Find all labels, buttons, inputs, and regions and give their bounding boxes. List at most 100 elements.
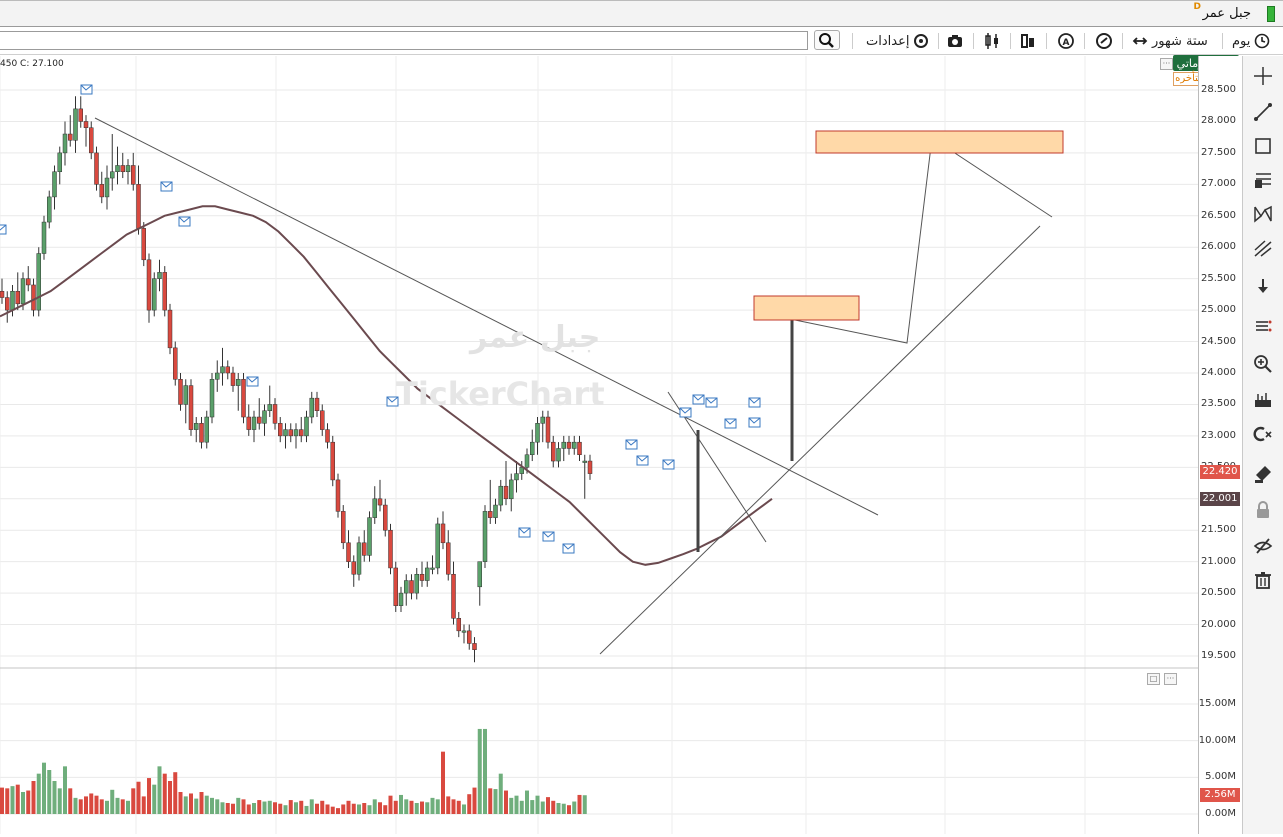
volume-bar xyxy=(383,805,388,814)
toolbar-separator xyxy=(938,33,939,49)
window-title: جبل عمر xyxy=(1202,6,1251,21)
candle-body xyxy=(162,272,167,311)
screenshot-button[interactable] xyxy=(946,31,964,51)
pane-options-button[interactable]: ··· xyxy=(1160,58,1173,70)
period-selector[interactable]: ستة شهور xyxy=(1132,31,1208,51)
volume-bar xyxy=(225,803,230,814)
window-status-indicator[interactable] xyxy=(1267,6,1275,22)
trash-icon xyxy=(1255,572,1271,589)
clock-icon xyxy=(1255,33,1270,49)
candle-body xyxy=(372,498,377,518)
candle-body xyxy=(194,423,199,430)
candle-body xyxy=(556,448,561,462)
compare-button[interactable] xyxy=(983,31,1001,51)
volume-bar xyxy=(567,805,571,814)
last-price-tag: 22.420 xyxy=(1200,465,1240,479)
news-marker-flap xyxy=(724,418,737,425)
price-axis[interactable]: 28.500 28.000 27.500 27.000 26.500 26.000 25.5… xyxy=(1198,56,1242,834)
search-button[interactable] xyxy=(814,30,840,50)
uptrend-line xyxy=(599,225,1041,655)
candle-body xyxy=(173,347,178,380)
volume-bar xyxy=(346,800,351,814)
volume-bar xyxy=(110,789,115,814)
candle-body xyxy=(73,108,78,141)
arrow-tool[interactable] xyxy=(1251,274,1275,298)
crosshair-tool[interactable] xyxy=(1251,64,1275,88)
last-volume-tag: 2.56M xyxy=(1200,788,1240,802)
price-chart[interactable] xyxy=(0,56,1198,834)
volume-bar xyxy=(372,799,377,814)
gauge-icon xyxy=(1096,33,1112,49)
candle-body xyxy=(351,561,356,575)
title-bar: D جبل عمر xyxy=(0,0,1283,27)
volume-bar xyxy=(399,794,403,814)
bar-chart-icon xyxy=(1021,34,1034,48)
volume-bar xyxy=(546,797,550,814)
zoom-tool[interactable] xyxy=(1251,352,1275,376)
candle-body xyxy=(414,573,419,594)
volume-bar xyxy=(556,803,561,814)
target-zone-upper xyxy=(815,130,1064,154)
volume-bar xyxy=(257,800,262,814)
delete-tool[interactable] xyxy=(1251,568,1275,592)
candle-body xyxy=(104,177,110,198)
news-marker-flap xyxy=(748,397,761,404)
candle-body xyxy=(430,567,435,570)
volume-bar xyxy=(10,786,15,814)
candle-body xyxy=(94,152,99,185)
settings-button[interactable]: إعدادات xyxy=(866,31,929,51)
expand-arrows-icon xyxy=(1132,37,1148,45)
candle-body xyxy=(152,278,157,311)
auto-scale-button[interactable]: A xyxy=(1057,31,1075,51)
candle-body xyxy=(83,121,89,128)
news-marker-flap xyxy=(679,407,692,414)
fibonacci-tool[interactable] xyxy=(1251,168,1275,192)
candle-body xyxy=(446,542,451,575)
speedometer-button[interactable] xyxy=(1095,31,1113,51)
news-marker-flap xyxy=(542,531,555,538)
volume-pane-options-button[interactable]: ··· xyxy=(1164,673,1177,685)
maximize-pane-button[interactable]: □ xyxy=(1147,673,1160,685)
candle-body xyxy=(530,441,535,456)
rectangle-tool[interactable] xyxy=(1251,134,1275,158)
candle-body xyxy=(330,441,335,481)
candle-body xyxy=(157,272,162,279)
volume-bar xyxy=(309,799,314,814)
drawing-toolbox xyxy=(1242,56,1283,834)
news-marker-flap xyxy=(80,84,93,91)
candle-body xyxy=(346,542,351,562)
candle-body xyxy=(572,441,577,449)
symbol-search-input[interactable] xyxy=(0,31,808,50)
trendline-tool[interactable] xyxy=(1251,100,1275,124)
auto-icon: A xyxy=(1058,33,1074,49)
volume-bar xyxy=(572,801,577,814)
candle-body xyxy=(545,416,551,443)
magnet-tool[interactable] xyxy=(1251,462,1275,486)
lock-tool[interactable] xyxy=(1251,498,1275,522)
volume-bar xyxy=(304,805,309,814)
measure-tool[interactable] xyxy=(1251,388,1275,412)
volume-bar xyxy=(414,803,419,814)
candle-body xyxy=(540,416,545,424)
candle-body xyxy=(577,441,582,456)
interval-selector[interactable]: يوم xyxy=(1232,31,1270,51)
news-marker-flap xyxy=(160,181,173,188)
candle-body xyxy=(356,542,362,575)
candle-body xyxy=(367,517,372,556)
chart-area[interactable] xyxy=(0,56,1198,834)
volume-bar xyxy=(36,773,41,814)
clear-drawings-tool[interactable] xyxy=(1251,422,1275,446)
volume-bar xyxy=(189,793,193,814)
volume-bar xyxy=(15,784,20,814)
pattern-tool[interactable] xyxy=(1251,202,1275,226)
pitchfork-tool[interactable] xyxy=(1251,236,1275,260)
candle-body xyxy=(20,278,26,305)
chart-type-button[interactable] xyxy=(1019,31,1037,51)
volume-bar xyxy=(42,762,46,814)
price-axis-label: 20.000 xyxy=(1201,618,1236,630)
hide-drawings-tool[interactable] xyxy=(1251,534,1275,558)
delay-badge: D xyxy=(1193,2,1201,12)
candle-body xyxy=(199,423,204,443)
pitchfork-icon xyxy=(1254,240,1272,257)
drawing-settings-tool[interactable] xyxy=(1251,314,1275,338)
